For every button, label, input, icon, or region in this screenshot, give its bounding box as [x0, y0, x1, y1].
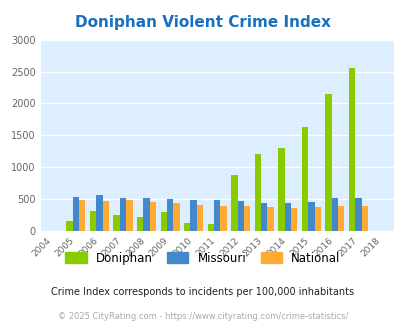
Bar [260, 203, 267, 231]
Bar [143, 198, 149, 231]
Bar [160, 212, 166, 231]
Text: © 2025 CityRating.com - https://www.cityrating.com/crime-statistics/: © 2025 CityRating.com - https://www.city… [58, 312, 347, 321]
Bar [96, 195, 102, 231]
Bar [79, 200, 85, 231]
Legend: Doniphan, Missouri, National: Doniphan, Missouri, National [60, 247, 345, 269]
Text: Crime Index corresponds to incidents per 100,000 inhabitants: Crime Index corresponds to incidents per… [51, 287, 354, 297]
Bar [190, 200, 196, 231]
Bar [66, 221, 72, 231]
Bar [237, 201, 243, 231]
Bar [173, 203, 179, 231]
Bar [267, 207, 273, 231]
Bar [314, 207, 320, 231]
Bar [301, 127, 307, 231]
Bar [361, 206, 367, 231]
Bar [213, 200, 220, 231]
Bar [278, 148, 284, 231]
Bar [126, 200, 132, 231]
Bar [325, 94, 331, 231]
Bar [290, 208, 296, 231]
Bar [196, 205, 202, 231]
Bar [137, 217, 143, 231]
Bar [331, 198, 337, 231]
Bar [207, 224, 213, 231]
Bar [119, 198, 126, 231]
Text: Doniphan Violent Crime Index: Doniphan Violent Crime Index [75, 15, 330, 30]
Bar [254, 154, 260, 231]
Bar [113, 215, 119, 231]
Bar [102, 201, 109, 231]
Bar [184, 223, 190, 231]
Bar [284, 203, 290, 231]
Bar [220, 206, 226, 231]
Bar [354, 198, 361, 231]
Bar [337, 206, 343, 231]
Bar [231, 175, 237, 231]
Bar [307, 202, 314, 231]
Bar [90, 211, 96, 231]
Bar [166, 199, 173, 231]
Bar [348, 68, 354, 231]
Bar [243, 206, 249, 231]
Bar [72, 197, 79, 231]
Bar [149, 202, 156, 231]
